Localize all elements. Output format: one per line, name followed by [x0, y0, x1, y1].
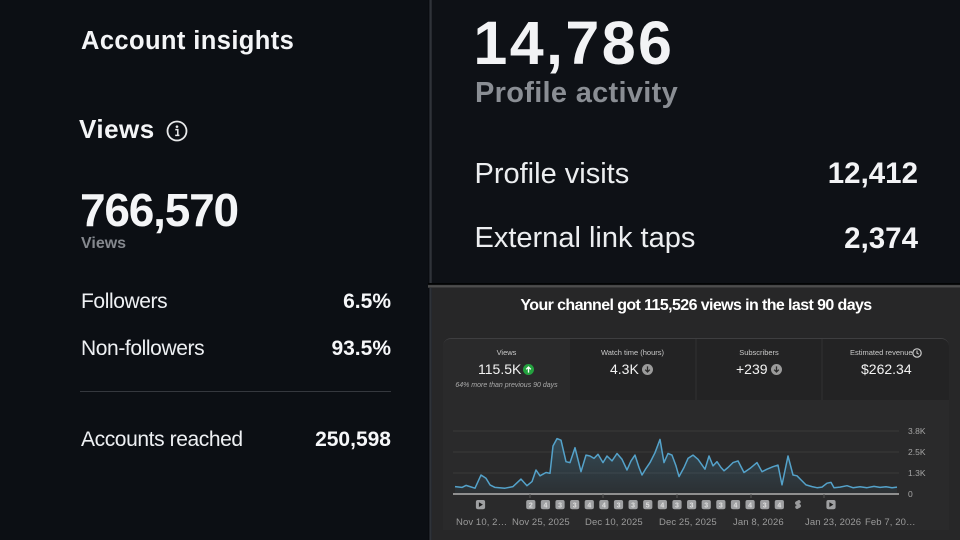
svg-text:4: 4 — [734, 503, 738, 510]
svg-text:4: 4 — [602, 503, 606, 510]
svg-text:4: 4 — [587, 503, 591, 510]
svg-text:3: 3 — [573, 503, 577, 510]
svg-text:1.3K: 1.3K — [908, 468, 926, 478]
svg-text:4: 4 — [777, 503, 781, 510]
svg-text:3.8K: 3.8K — [908, 426, 926, 436]
svg-text:Dec 10, 2025: Dec 10, 2025 — [585, 517, 643, 528]
svg-text:Jan 8, 2026: Jan 8, 2026 — [733, 517, 784, 528]
svg-text:Feb 7, 20…: Feb 7, 20… — [865, 517, 916, 528]
svg-text:3: 3 — [558, 503, 562, 510]
svg-text:4: 4 — [660, 503, 664, 510]
svg-text:Dec 25, 2025: Dec 25, 2025 — [659, 517, 717, 528]
svg-text:3: 3 — [675, 503, 679, 510]
svg-text:Nov 10, 2…: Nov 10, 2… — [456, 517, 507, 528]
svg-text:Nov 25, 2025: Nov 25, 2025 — [512, 517, 570, 528]
svg-text:5: 5 — [646, 503, 650, 510]
svg-text:4: 4 — [543, 503, 547, 510]
svg-text:3: 3 — [704, 503, 708, 510]
svg-text:3: 3 — [763, 503, 767, 510]
svg-text:2.5K: 2.5K — [908, 447, 926, 457]
svg-text:3: 3 — [690, 503, 694, 510]
svg-text:2: 2 — [529, 503, 533, 510]
svg-text:3: 3 — [719, 503, 723, 510]
svg-text:3: 3 — [631, 503, 635, 510]
svg-text:Jan 23, 2026: Jan 23, 2026 — [805, 517, 861, 528]
svg-text:3: 3 — [617, 503, 621, 510]
svg-text:0: 0 — [908, 489, 913, 499]
svg-text:4: 4 — [748, 503, 752, 510]
